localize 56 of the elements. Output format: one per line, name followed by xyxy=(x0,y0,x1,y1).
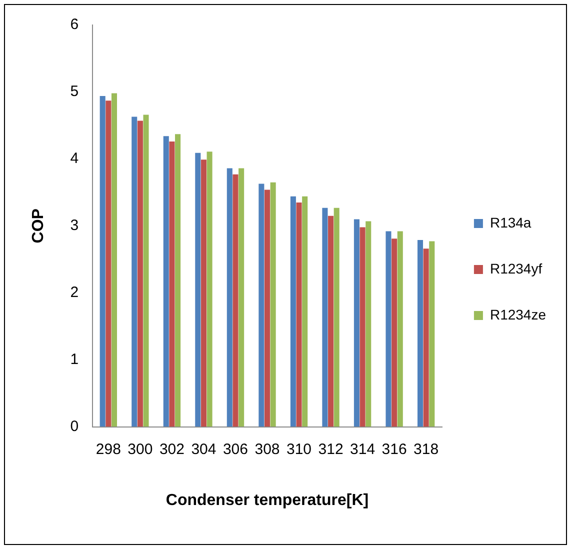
x-tick-label: 318 xyxy=(414,440,439,458)
bar xyxy=(232,174,238,427)
y-axis-title: COP xyxy=(30,208,48,244)
bar xyxy=(106,100,112,427)
bar xyxy=(354,219,360,427)
x-tick-label: 312 xyxy=(318,440,344,458)
bar xyxy=(175,134,181,427)
bar xyxy=(392,238,398,427)
bar xyxy=(163,136,169,427)
bar xyxy=(143,114,149,427)
y-tick-label: 4 xyxy=(70,150,79,168)
bar xyxy=(137,120,143,427)
bar xyxy=(302,196,308,427)
bar xyxy=(111,93,118,427)
x-tick-label: 308 xyxy=(254,440,280,458)
legend-label: R1234ze xyxy=(490,306,546,322)
x-tick-label: 300 xyxy=(128,440,153,458)
bar xyxy=(290,196,296,427)
y-tick-label: 6 xyxy=(70,16,79,34)
x-tick-label: 316 xyxy=(382,440,407,458)
bar xyxy=(258,184,264,427)
bar xyxy=(270,182,276,427)
bar xyxy=(195,152,201,427)
x-tick-label: 310 xyxy=(286,440,312,458)
x-tick-label: 314 xyxy=(350,440,376,458)
y-tick-label: 3 xyxy=(70,217,79,234)
x-tick-label: 306 xyxy=(222,440,248,458)
bar xyxy=(100,96,106,427)
legend-label: R1234yf xyxy=(490,260,542,276)
x-tick-label: 302 xyxy=(159,440,184,458)
bar xyxy=(429,241,435,427)
bar xyxy=(386,231,392,427)
bar xyxy=(132,116,138,427)
bar xyxy=(423,248,429,427)
bar xyxy=(397,231,403,427)
bar xyxy=(206,152,212,427)
x-axis-title: Condenser temperature[K] xyxy=(166,492,369,509)
bar xyxy=(334,208,340,427)
bar xyxy=(226,168,232,427)
bar xyxy=(200,160,206,427)
bar xyxy=(296,202,302,427)
x-tick-label: 304 xyxy=(191,440,216,458)
y-tick-label: 1 xyxy=(70,350,79,368)
bar xyxy=(264,190,270,427)
bar xyxy=(417,240,424,427)
legend-label: R134a xyxy=(490,214,532,230)
y-tick-label: 2 xyxy=(70,284,79,302)
bar xyxy=(322,208,328,427)
bar xyxy=(366,221,372,427)
x-tick-label: 298 xyxy=(96,440,121,458)
y-tick-label: 5 xyxy=(70,83,79,100)
y-tick-label: 0 xyxy=(70,418,79,435)
bar xyxy=(328,216,334,427)
bar xyxy=(360,227,366,427)
bar xyxy=(238,168,244,427)
bar xyxy=(169,142,175,427)
